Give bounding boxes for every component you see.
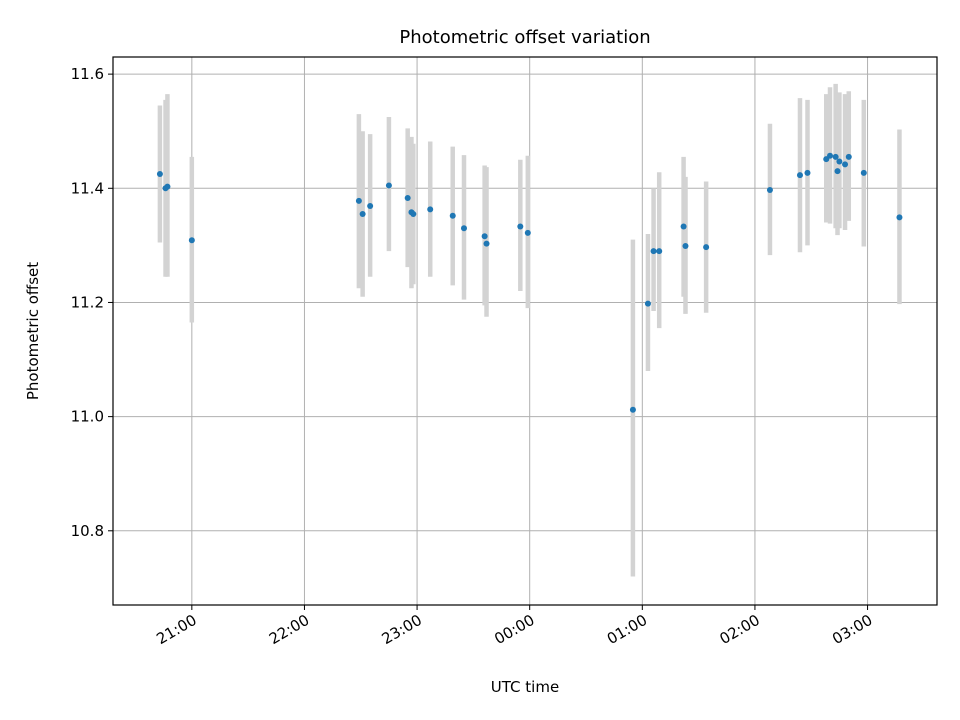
data-point — [650, 248, 657, 255]
data-point — [656, 248, 663, 255]
data-point — [449, 212, 456, 219]
data-point — [359, 210, 366, 217]
x-tick-label: 00:00 — [491, 611, 537, 648]
x-tick-label: 01:00 — [604, 611, 650, 648]
data-points — [156, 152, 903, 413]
data-point — [827, 152, 834, 159]
x-tick-label: 21:00 — [153, 611, 199, 648]
y-tick-label: 11.6 — [71, 65, 104, 83]
x-axis-label: UTC time — [491, 678, 559, 696]
data-point — [845, 153, 852, 160]
x-tick-label: 02:00 — [716, 611, 762, 648]
data-point — [834, 168, 841, 175]
data-point — [832, 153, 839, 160]
y-axis-label: Photometric offset — [24, 262, 42, 400]
y-tick-label: 11.2 — [71, 293, 104, 311]
data-point — [644, 300, 651, 307]
data-point — [524, 229, 531, 236]
data-point — [460, 225, 467, 232]
data-point — [796, 172, 803, 179]
grid-lines — [113, 57, 937, 605]
y-axis-ticks: 10.8 11.0 11.2 11.4 11.6 — [71, 65, 113, 540]
y-tick-label: 11.4 — [71, 179, 104, 197]
data-point — [410, 210, 417, 217]
data-point — [517, 223, 524, 230]
data-point — [156, 171, 163, 178]
data-point — [680, 223, 687, 230]
data-point — [164, 183, 171, 190]
chart-title: Photometric offset variation — [399, 27, 650, 48]
data-point — [188, 237, 195, 244]
data-point — [842, 161, 849, 168]
x-tick-label: 23:00 — [379, 611, 425, 648]
data-point — [404, 194, 411, 201]
plot-frame — [112, 56, 938, 606]
data-point — [355, 197, 362, 204]
data-point — [860, 169, 867, 176]
data-point — [703, 244, 710, 251]
data-point — [682, 242, 689, 249]
y-tick-label: 11.0 — [71, 408, 104, 426]
data-point — [385, 182, 392, 189]
data-point — [896, 214, 903, 221]
y-tick-label: 10.8 — [71, 522, 104, 540]
data-point — [427, 206, 434, 213]
data-point — [367, 202, 374, 209]
data-point — [804, 169, 811, 176]
data-point — [481, 233, 488, 240]
x-tick-label: 03:00 — [829, 611, 875, 648]
data-point — [766, 187, 773, 194]
data-point — [629, 406, 636, 413]
data-point — [483, 240, 490, 247]
data-point — [836, 158, 843, 165]
x-tick-label: 22:00 — [266, 611, 312, 648]
x-axis-ticks: 21:00 22:00 23:00 00:00 01:00 02:00 03:00 — [153, 605, 876, 648]
